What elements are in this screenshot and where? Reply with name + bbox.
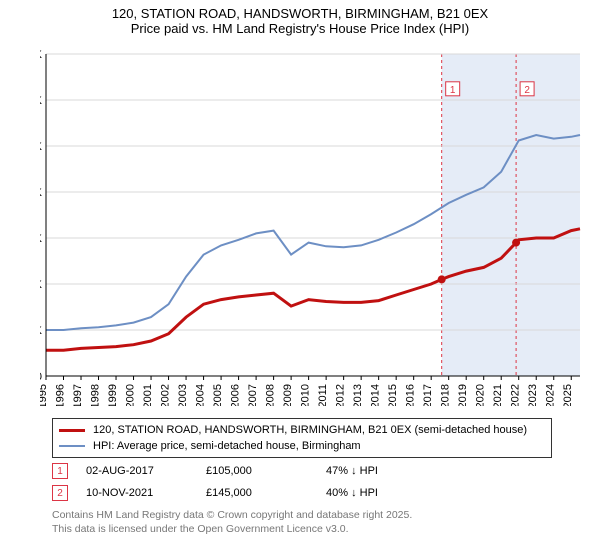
x-tick-label: 2003: [177, 384, 189, 406]
legend-row: HPI: Average price, semi-detached house,…: [59, 438, 545, 454]
sale-marker: [438, 275, 446, 283]
x-tick-label: 2005: [212, 384, 224, 406]
footer-line1: Contains HM Land Registry data © Crown c…: [52, 508, 412, 522]
y-tick-label: £0: [40, 371, 42, 383]
x-tick-label: 2012: [335, 384, 347, 406]
x-tick-label: 1998: [90, 384, 102, 406]
x-tick-label: 2011: [317, 384, 329, 406]
x-tick-label: 2024: [545, 384, 557, 406]
legend-swatch: [59, 429, 85, 432]
marker-date: 10-NOV-2021: [86, 487, 206, 499]
x-tick-label: 2006: [230, 384, 242, 406]
y-tick-label: £50K: [40, 325, 43, 337]
legend-label: 120, STATION ROAD, HANDSWORTH, BIRMINGHA…: [93, 424, 527, 436]
x-tick-label: 2014: [370, 384, 382, 406]
marker-delta: 47% ↓ HPI: [326, 465, 446, 477]
x-tick-label: 2022: [510, 384, 522, 406]
marker-table: 1 02-AUG-2017£105,00047% ↓ HPI 2 10-NOV-202…: [52, 460, 446, 504]
x-tick-label: 2009: [282, 384, 294, 406]
x-tick-label: 2016: [405, 384, 417, 406]
line-chart: 1 2 £0 £50K £100K £150K £200K £250K £300K £350K 19…: [40, 48, 586, 406]
x-tick-label: 2010: [300, 384, 312, 406]
x-tick-label: 2020: [475, 384, 487, 406]
legend: 120, STATION ROAD, HANDSWORTH, BIRMINGHA…: [52, 418, 552, 458]
legend-row: 120, STATION ROAD, HANDSWORTH, BIRMINGHA…: [59, 422, 545, 438]
x-tick-label: 2018: [440, 384, 452, 406]
x-tick-label: 2019: [457, 384, 469, 406]
x-tick-label: 2007: [247, 384, 259, 406]
y-tick-label: £350K: [40, 49, 43, 61]
y-tick-label: £150K: [40, 233, 43, 245]
x-tick-label: 2001: [142, 384, 154, 406]
y-tick-label: £100K: [40, 279, 43, 291]
sale-marker: [512, 239, 520, 247]
x-tick-label: 1999: [107, 384, 119, 406]
band-label: 1: [450, 85, 456, 96]
legend-label: HPI: Average price, semi-detached house,…: [93, 440, 361, 452]
marker-row: 2 10-NOV-2021£145,00040% ↓ HPI: [52, 482, 446, 504]
marker-chip: 2: [52, 485, 68, 501]
marker-price: £105,000: [206, 465, 326, 477]
shade-band: [442, 54, 516, 376]
band-label: 2: [524, 85, 530, 96]
x-tick-label: 2013: [352, 384, 364, 406]
title-line2: Price paid vs. HM Land Registry's House …: [0, 21, 600, 36]
x-tick-label: 1996: [55, 384, 67, 406]
x-tick-label: 2021: [492, 384, 504, 406]
chart-area: 1 2 £0 £50K £100K £150K £200K £250K £300K £350K 19…: [40, 48, 586, 406]
x-tick-label: 1997: [72, 384, 84, 406]
footer-attribution: Contains HM Land Registry data © Crown c…: [52, 508, 412, 536]
y-tick-label: £200K: [40, 187, 43, 199]
shade-band: [516, 54, 580, 376]
x-tick-label: 2000: [125, 384, 137, 406]
marker-date: 02-AUG-2017: [86, 465, 206, 477]
x-tick-label: 2023: [527, 384, 539, 406]
footer-line2: This data is licensed under the Open Gov…: [52, 522, 412, 536]
x-tick-label: 2017: [422, 384, 434, 406]
marker-delta: 40% ↓ HPI: [326, 487, 446, 499]
x-tick-label: 1995: [40, 384, 49, 406]
x-tick-label: 2015: [387, 384, 399, 406]
x-tick-label: 2008: [265, 384, 277, 406]
x-tick-label: 2025: [562, 384, 574, 406]
marker-price: £145,000: [206, 487, 326, 499]
y-tick-label: £300K: [40, 95, 43, 107]
x-tick-label: 2002: [160, 384, 172, 406]
y-tick-label: £250K: [40, 141, 43, 153]
x-tick-label: 2004: [195, 384, 207, 406]
title-line1: 120, STATION ROAD, HANDSWORTH, BIRMINGHA…: [0, 6, 600, 21]
chart-title: 120, STATION ROAD, HANDSWORTH, BIRMINGHA…: [0, 0, 600, 36]
marker-row: 1 02-AUG-2017£105,00047% ↓ HPI: [52, 460, 446, 482]
marker-chip: 1: [52, 463, 68, 479]
legend-swatch: [59, 445, 85, 447]
